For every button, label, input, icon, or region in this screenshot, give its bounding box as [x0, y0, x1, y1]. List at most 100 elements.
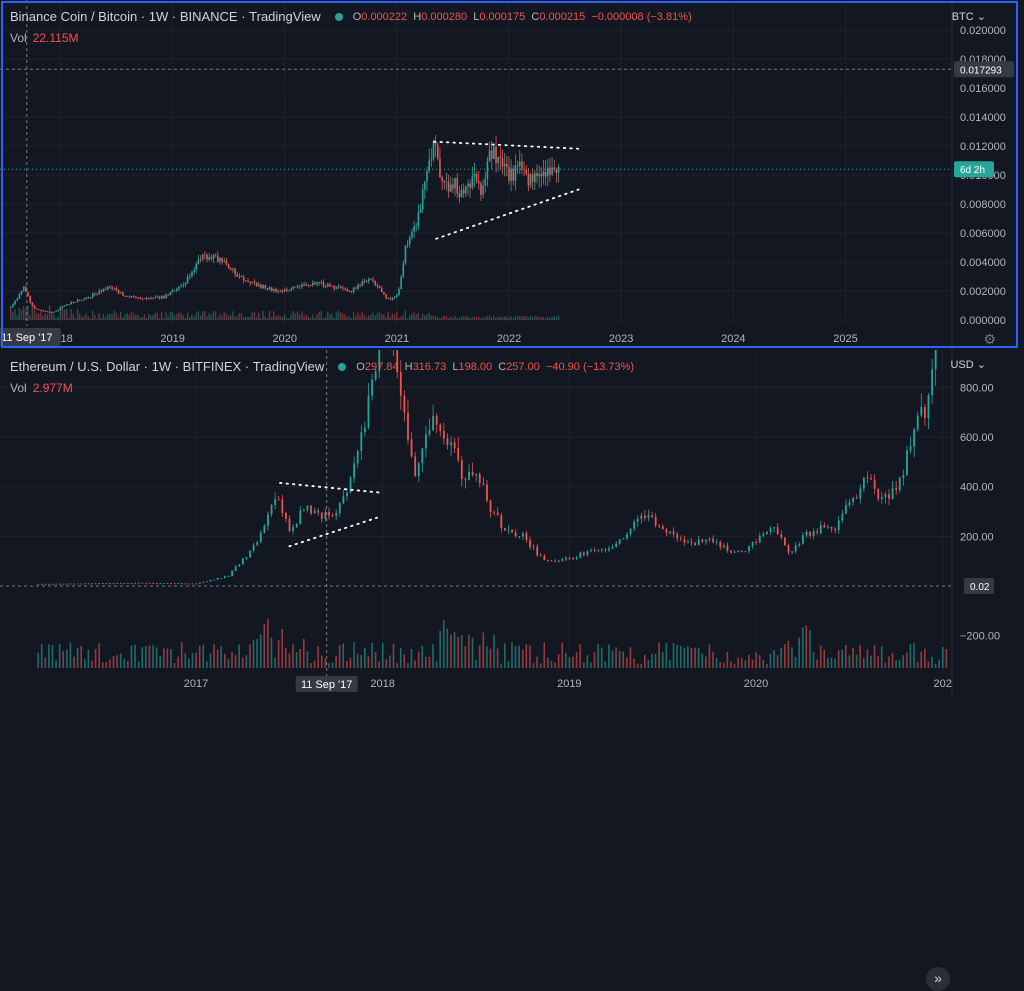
eth-volume-bar: [837, 650, 840, 668]
bnb-volume-bar: [135, 314, 137, 320]
bnb-volume-bar: [424, 315, 426, 320]
eth-y-tick: 600.00: [960, 432, 994, 444]
eth-candle: [586, 551, 589, 555]
bnb-candle: [122, 292, 124, 296]
bnb-volume-bar: [169, 312, 171, 320]
bnb-candle: [546, 167, 549, 177]
gear-icon[interactable]: ⚙: [983, 331, 996, 347]
eth-volume-bar: [909, 644, 912, 668]
bnb-volume-bar: [344, 314, 346, 320]
bnb-volume-bar: [327, 311, 329, 320]
bnb-candle: [42, 310, 44, 312]
eth-candle: [274, 499, 277, 505]
bnb-candle: [344, 288, 346, 290]
eth-volume-bar: [428, 656, 431, 668]
eth-volume-bar: [543, 642, 546, 668]
eth-candle: [715, 541, 718, 543]
eth-volume-bar: [769, 653, 772, 668]
eth-candle: [417, 463, 420, 477]
eth-candle: [611, 546, 614, 549]
bnb-y-tick: 0.012000: [960, 141, 1006, 153]
eth-candle: [780, 534, 783, 538]
eth-volume-bar: [679, 646, 682, 668]
eth-volume-bar: [489, 648, 492, 668]
bnb-candle: [273, 288, 275, 291]
eth-legend: Ethereum / U.S. Dollar · 1W · BITFINEX ·…: [10, 359, 635, 374]
bnb-candle: [480, 183, 482, 195]
eth-candle: [672, 531, 675, 534]
bnb-candle: [372, 279, 374, 282]
bnb-candle: [357, 284, 359, 289]
eth-candle: [539, 555, 542, 557]
bnb-candle: [191, 271, 193, 277]
eth-volume-bar: [611, 650, 614, 668]
bnb-candle: [514, 165, 517, 181]
eth-candle: [313, 510, 316, 514]
bnb-volume-bar: [549, 317, 551, 320]
eth-candle: [766, 531, 768, 535]
bnb-volume-bar: [456, 318, 458, 320]
eth-candle: [141, 582, 144, 584]
eth-usd-chart-pane[interactable]: 800.00 600.00 400.00 200.00 −200.00 2017 2018 2…: [0, 350, 1024, 991]
eth-volume-bar: [66, 649, 68, 668]
eth-usd-chart[interactable]: 800.00 600.00 400.00 200.00 −200.00 2017 2018 2…: [0, 350, 1024, 698]
bnb-volume-bar: [122, 317, 124, 320]
eth-volume-bar: [862, 657, 865, 668]
bnb-candle: [327, 284, 329, 287]
eth-currency-button[interactable]: USD ⌄: [950, 359, 986, 371]
eth-volume-bar: [44, 657, 47, 668]
eth-candle: [353, 463, 356, 478]
eth-candle: [238, 564, 241, 567]
bnb-btc-chart[interactable]: 0.0200000.0180000.0160000.0140000.012000…: [0, 0, 1024, 350]
eth-volume-bar: [733, 663, 736, 668]
bnb-btc-chart-pane[interactable]: 0.020000 0.018000 0.016000 0.014000 0.012000…: [0, 0, 1024, 350]
bnb-candle: [393, 296, 396, 298]
eth-y-tick: 400.00: [960, 482, 994, 494]
eth-candle: [166, 583, 169, 584]
bnb-volume-bar: [383, 313, 385, 320]
bnb-candle: [538, 173, 540, 177]
eth-candle: [317, 510, 320, 513]
eth-candle: [572, 558, 575, 560]
eth-volume-bar: [762, 659, 765, 668]
eth-volume-bar: [848, 655, 851, 668]
bnb-volume-bar: [367, 315, 370, 320]
bnb-y-tick: 0.008000: [960, 199, 1006, 211]
eth-volume-bar: [536, 656, 538, 668]
bnb-candle: [152, 297, 154, 299]
eth-candle: [518, 536, 521, 538]
bnb-volume-bar: [342, 313, 344, 320]
eth-candle: [507, 529, 510, 531]
bnb-candle: [234, 268, 236, 275]
eth-candle: [665, 529, 668, 533]
eth-volume-bar: [216, 649, 219, 668]
eth-candle: [137, 582, 140, 584]
bnb-volume-bar: [70, 308, 72, 320]
bnb-volume-bar: [102, 313, 105, 320]
eth-volume-bar: [306, 651, 309, 668]
bnb-interval: 1W: [148, 9, 169, 24]
eth-crosshair-date-label: 11 Sep '17: [301, 679, 352, 691]
eth-volume-bar: [439, 630, 441, 668]
bnb-candle: [219, 258, 221, 262]
bnb-volume-bar: [534, 315, 536, 320]
bnb-volume-bar: [536, 316, 538, 320]
bnb-currency-button[interactable]: BTC ⌄: [951, 11, 986, 23]
eth-candle: [252, 545, 255, 551]
scroll-to-realtime-icon[interactable]: »: [926, 967, 950, 991]
bnb-volume-bar: [266, 318, 269, 320]
bnb-countdown-label-bg: [954, 161, 994, 178]
eth-candle: [626, 533, 628, 539]
eth-volume-bar: [697, 647, 700, 668]
bnb-candle: [525, 169, 528, 174]
bnb-volume-bar: [432, 315, 435, 320]
bnb-candle: [22, 286, 25, 292]
bnb-volume-bar: [234, 316, 236, 320]
bnb-candle: [72, 301, 75, 303]
eth-candle: [697, 539, 700, 546]
eth-candle: [593, 550, 596, 552]
eth-candle: [145, 582, 147, 584]
bnb-volume-bar: [426, 314, 428, 320]
eth-candle: [249, 550, 251, 558]
bnb-volume-bar: [473, 316, 476, 320]
